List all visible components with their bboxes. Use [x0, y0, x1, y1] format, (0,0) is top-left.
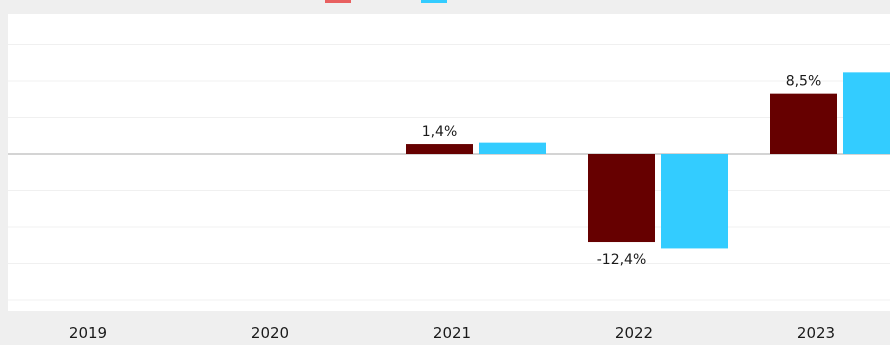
bar-series-2-2023 — [843, 72, 890, 154]
data-labels: 1,4% -12,4% 8,5% — [422, 74, 822, 268]
legend-swatch-series-1 — [325, 0, 351, 3]
bar-series-1-2023 — [770, 93, 837, 154]
bar-series-2-2022 — [661, 154, 728, 249]
data-label-2021: 1,4% — [422, 124, 458, 140]
bar-series-1-2021 — [406, 144, 473, 154]
x-tick-label: 2020 — [251, 324, 289, 341]
x-tick-label: 2023 — [797, 324, 835, 341]
x-tick-label: 2021 — [433, 324, 471, 341]
data-label-2023: 8,5% — [786, 74, 822, 90]
legend-swatch-series-2 — [421, 0, 447, 3]
gridlines — [8, 44, 890, 301]
data-label-2022: -12,4% — [597, 252, 647, 268]
plot-area — [8, 14, 890, 311]
bar-series-1-2022 — [588, 154, 655, 243]
x-tick-label: 2019 — [69, 324, 107, 341]
x-axis: 2019 2020 2021 2022 2023 — [69, 324, 835, 342]
bar-series-2-2021 — [479, 142, 546, 154]
bars — [406, 72, 890, 249]
x-tick-label: 2022 — [615, 324, 653, 341]
legend — [325, 0, 447, 3]
